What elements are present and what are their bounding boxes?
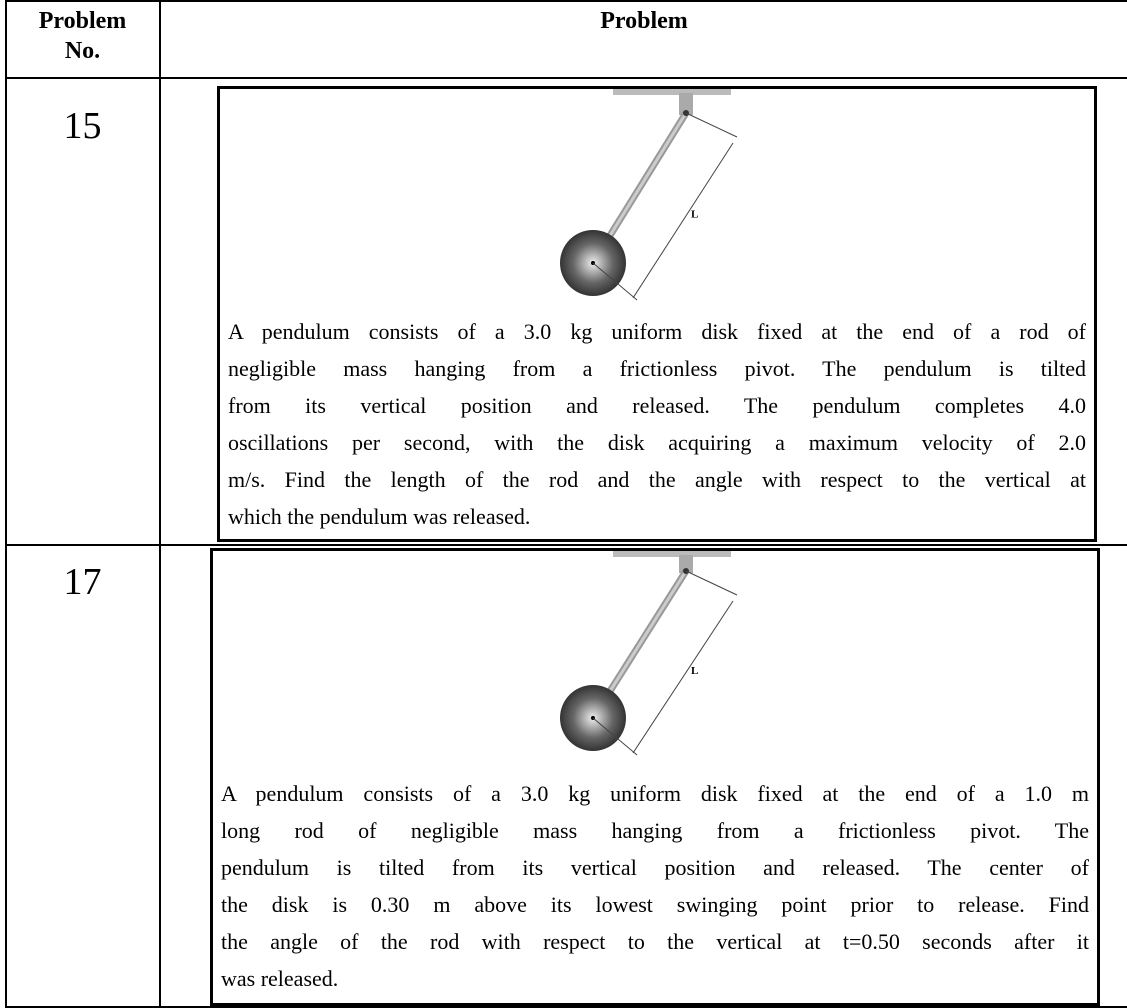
text-line: oscillations per second, with the disk a… [228,430,1086,455]
problem-box: L A pendulum consists of a 3.0 kg uniform… [217,86,1097,542]
pivot-mount [679,555,693,573]
length-label: L [691,209,698,221]
problem-number: 17 [63,561,102,603]
text-line: long rod of negligible mass hanging from… [221,818,1089,843]
text-line: m/s. Find the length of the rod and the … [228,467,1086,492]
text-line: which the pendulum was released. [228,504,531,529]
dimension-line [632,600,734,754]
problem-text: A pendulum consists of a 3.0 kg uniform … [228,313,1086,535]
pendulum-figure: L [560,551,738,756]
ceiling [613,551,731,557]
extension-line [592,262,638,301]
header-cell: Problem No. [38,8,127,64]
extension-line [685,570,738,596]
pivot-mount [679,93,693,115]
problem-box: L A pendulum consists of a 3.0 kg uniform… [210,548,1100,1006]
text-line: A pendulum consists of a 3.0 kg uniform … [228,319,1086,344]
pendulum-figure: L [560,89,738,301]
ceiling [613,89,731,95]
extension-line [592,717,638,756]
text-line: from its vertical position and released.… [228,393,1086,418]
extension-line [685,112,738,138]
dimension-line [632,142,734,299]
table-border [5,0,1127,2]
length-label: L [691,665,698,677]
table-border [5,77,1127,79]
table-border [5,544,1127,546]
text-line: negligible mass hanging from a frictionl… [228,356,1086,381]
table-border [159,0,161,1008]
text-line: was released. [221,966,339,991]
header-cell: Problem [600,8,688,34]
text-line: pendulum is tilted from its vertical pos… [221,855,1089,880]
text-line: the disk is 0.30 m above its lowest swin… [221,892,1089,917]
table-border [5,0,7,1008]
table-border [5,1006,1127,1008]
problem-number: 15 [63,105,102,147]
text-line: A pendulum consists of a 3.0 kg uniform … [221,781,1089,806]
text-line: the angle of the rod with respect to the… [221,929,1089,954]
problem-text: A pendulum consists of a 3.0 kg uniform … [221,775,1089,997]
